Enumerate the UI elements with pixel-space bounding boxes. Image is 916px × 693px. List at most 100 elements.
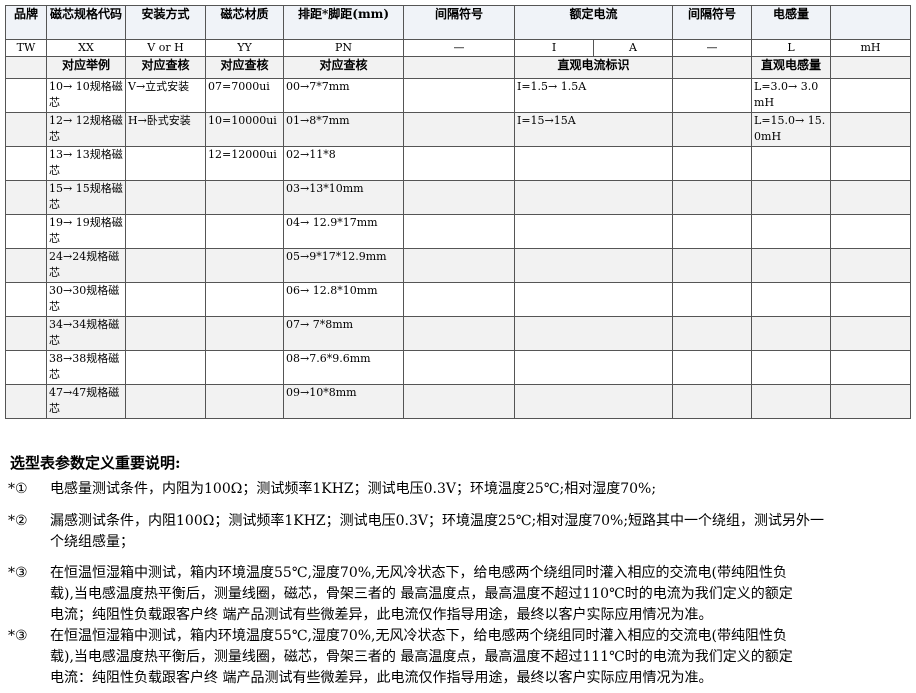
table-cell [5,384,47,419]
table-cell: I=15→15A [513,112,674,147]
table-cell: 06→ 12.8*10mm [283,282,404,317]
note-line: 载),当电感温度热平衡后，测量线圈，磁芯，骨架三者的 最高温度点，最高温度不超过… [50,586,793,602]
table-cell: 10→ 10规格磁芯 [46,78,126,113]
table-cell [751,214,832,249]
table-cell: 12=12000ui [205,146,284,181]
table-cell: mH [830,39,912,57]
table-cell: 09→10*8mm [283,384,404,419]
table-cell [5,282,47,317]
note-marker: *③ [8,565,28,581]
table-cell [205,316,284,351]
table-cell [513,180,674,215]
table-cell: A [592,39,674,57]
table-cell: — [403,39,515,57]
table-cell [513,248,674,283]
table-cell [830,56,912,79]
table-cell [403,214,515,249]
table-cell: 对应举例 [46,56,126,79]
table-cell [672,384,753,419]
table-cell [513,384,674,419]
table-cell [672,248,753,283]
table-cell [125,214,206,249]
table-cell [672,146,753,181]
table-cell: 07→ 7*8mm [283,316,404,351]
table-cell [672,180,753,215]
table-cell: 05→9*17*12.9mm [283,248,404,283]
table-cell: 直观电流标识 [513,56,674,79]
table-row: 38→38规格磁芯 08→7.6*9.6mm [5,350,912,385]
table-cell [830,5,912,40]
table-cell [5,350,47,385]
table-cell [403,350,515,385]
note-text: 漏感测试条件，内阻100Ω；测试频率1KHZ；测试电压0.3V；环境温度25℃;… [50,511,824,553]
table-cell: V→立式安装 [125,78,206,113]
table-cell: L=3.0→ 3.0mH [751,78,832,113]
table-cell: 10=10000ui [205,112,284,147]
table-cell: 38→38规格磁芯 [46,350,126,385]
table-cell [751,180,832,215]
table-row: 24→24规格磁芯 05→9*17*12.9mm [5,248,912,283]
table-cell: 00→7*7mm [283,78,404,113]
table-row: 19→ 19规格磁芯 04→ 12.9*17mm [5,214,912,249]
table-cell [751,316,832,351]
table-cell [125,282,206,317]
table-cell: TW [5,39,47,57]
table-cell: 47→47规格磁芯 [46,384,126,419]
table-cell [830,146,912,181]
table-cell: 03→13*10mm [283,180,404,215]
table-cell: L [751,39,832,57]
table-cell [403,248,515,283]
table-cell: 01→8*7mm [283,112,404,147]
table-cell [513,350,674,385]
table-cell [513,316,674,351]
table-cell: 磁芯规格代码 [46,5,126,40]
table-cell [125,248,206,283]
table-cell: XX [46,39,126,57]
table-cell [403,146,515,181]
table-cell [5,180,47,215]
table-cell [830,384,912,419]
table-cell: 间隔符号 [403,5,515,40]
note-line: 在恒温恒湿箱中测试，箱内环境温度55℃,湿度70%,无风冷状态下，给电感两个绕组… [50,628,787,644]
note-marker: *① [8,481,28,497]
table-cell [5,146,47,181]
note-marker: *③ [8,628,28,644]
table-cell [751,248,832,283]
table-cell [125,146,206,181]
table-cell [403,112,515,147]
table-cell: 12→ 12规格磁芯 [46,112,126,147]
note-marker: *② [8,513,28,529]
table-cell [830,180,912,215]
table-cell [5,248,47,283]
table-cell: 19→ 19规格磁芯 [46,214,126,249]
table-cell: 直观电感量 [751,56,832,79]
table-body: 品牌 磁芯规格代码 安装方式 磁芯材质 排距*脚距(mm) 间隔符号 额定电流 间隔符号 电感量… [5,5,912,419]
table-cell: 电感量 [751,5,832,40]
table-cell [830,350,912,385]
table-cell: 安装方式 [125,5,206,40]
table-row: 品牌 磁芯规格代码 安装方式 磁芯材质 排距*脚距(mm) 间隔符号 额定电流 间隔符号 电感量 [5,5,912,40]
table-cell [125,350,206,385]
table-cell [403,78,515,113]
table-cell: 间隔符号 [672,5,753,40]
table-cell [830,316,912,351]
table-cell: 对应查核 [125,56,206,79]
table-cell: 07=7000ui [205,78,284,113]
table-cell: 磁芯材质 [205,5,284,40]
table-cell: 13→ 13规格磁芯 [46,146,126,181]
table-cell [205,282,284,317]
table-cell [751,282,832,317]
table-cell [672,282,753,317]
table-row: 30→30规格磁芯 06→ 12.8*10mm [5,282,912,317]
table-row: 13→ 13规格磁芯 12=12000ui 02→11*8 [5,146,912,181]
spec-table: 品牌 磁芯规格代码 安装方式 磁芯材质 排距*脚距(mm) 间隔符号 额定电流 间隔符号 电感量… [5,5,912,419]
table-cell [205,350,284,385]
notes-title: 选型表参数定义重要说明: [10,454,181,472]
table-cell [403,180,515,215]
note-line: 电流；纯阻性负载跟客户终 端产品测试有些微差异，此电流仅作指导用途，最终以客户实… [50,607,713,623]
table-cell [830,214,912,249]
table-cell [513,146,674,181]
table-cell [125,180,206,215]
